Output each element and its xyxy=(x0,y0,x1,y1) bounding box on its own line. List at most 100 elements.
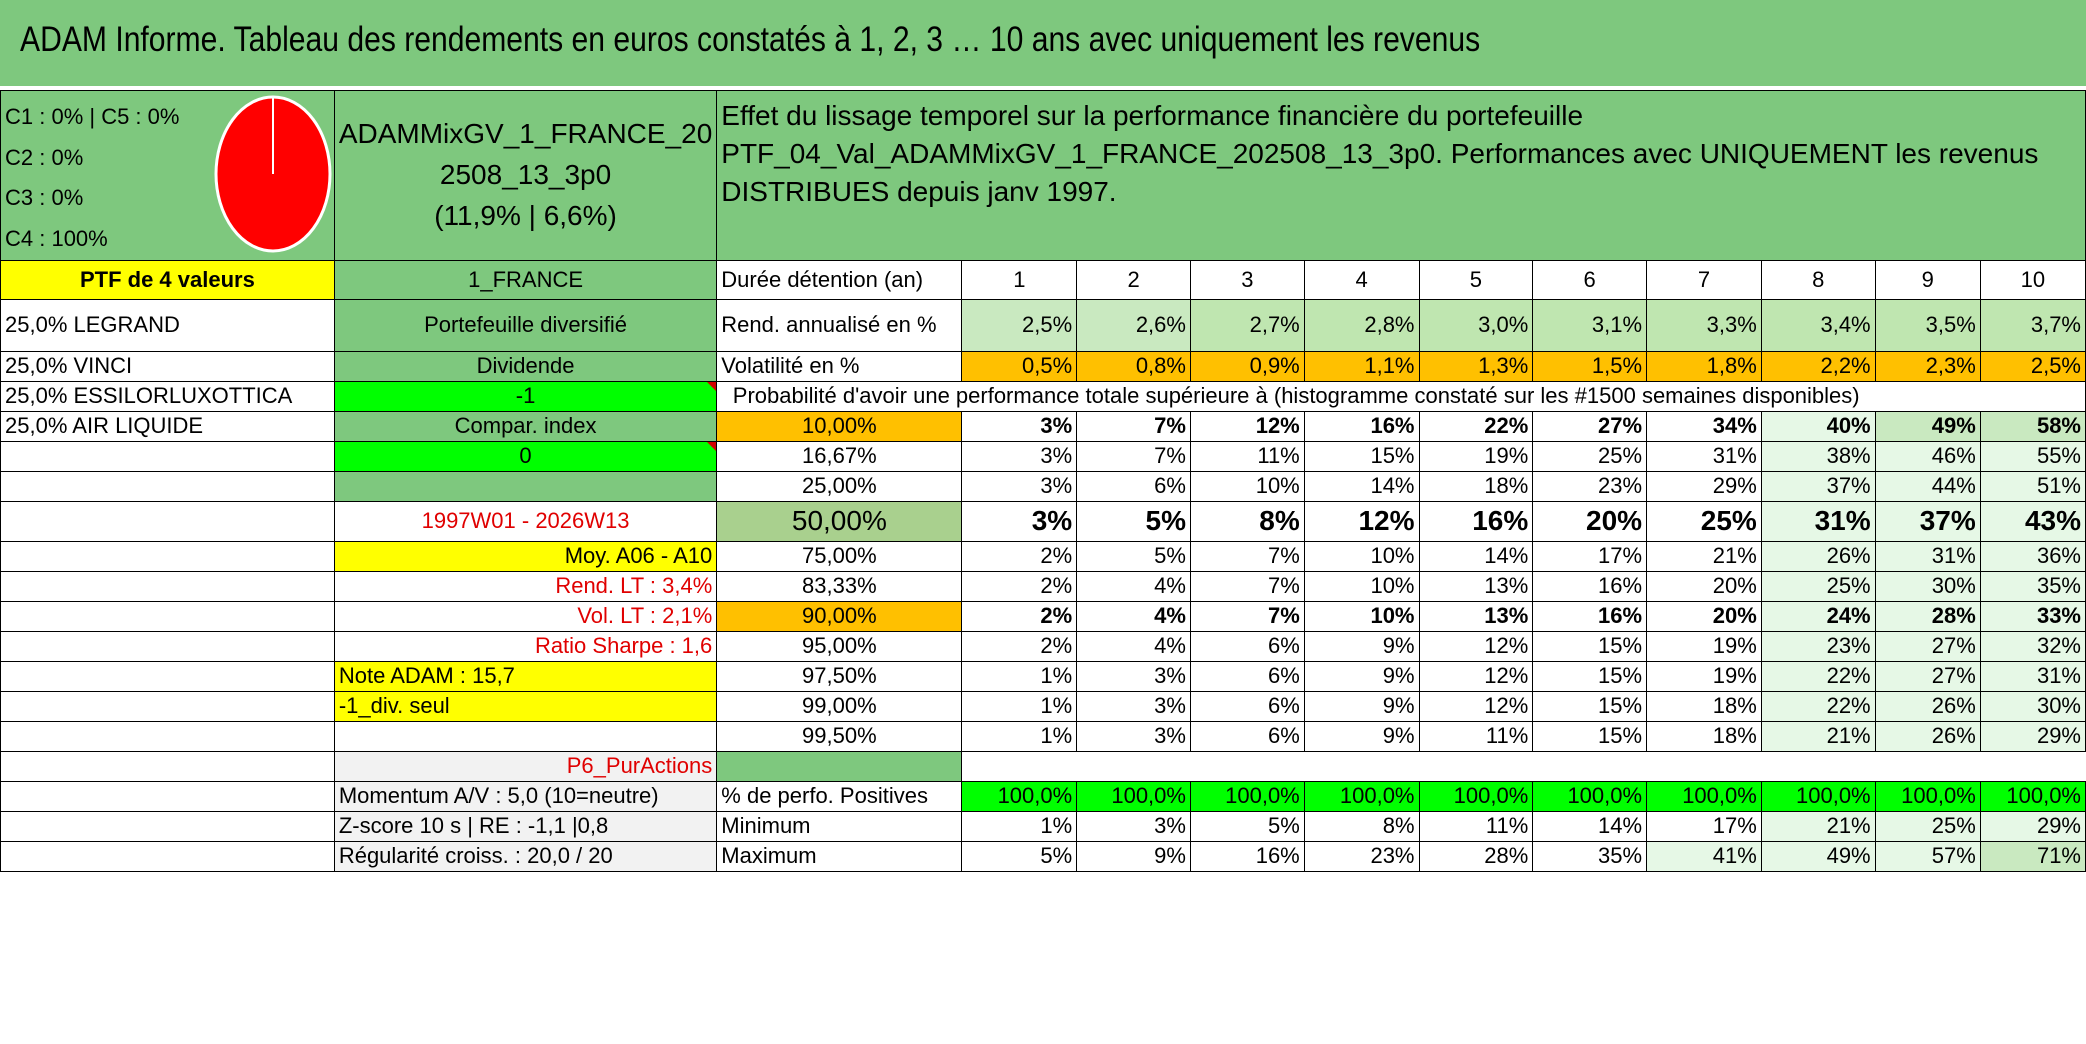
portfolio-stats: (11,9% | 6,6%) xyxy=(434,199,617,231)
momentum-label: Momentum A/V : 5,0 (10=neutre) xyxy=(333,780,718,812)
proba-value: 24% xyxy=(1760,600,1876,632)
proba-value: 18% xyxy=(1418,470,1534,502)
empty-cell xyxy=(0,570,335,602)
proba-value: 34% xyxy=(1646,410,1762,442)
empty-cell xyxy=(0,750,335,782)
proba-value: 20% xyxy=(1646,570,1762,602)
portfolio-type: Portefeuille diversifié xyxy=(333,298,718,352)
portfolio-name: ADAMMixGV_1_FRANCE_20 2508_13_3p0 (11,9%… xyxy=(333,90,718,261)
proba-value: 43% xyxy=(1979,500,2086,542)
rend-value-3: 2,7% xyxy=(1189,298,1305,352)
proba-threshold-2: 16,67% xyxy=(716,440,963,472)
proba-value: 7% xyxy=(1189,540,1305,572)
vol-lt-label: Vol. LT : 2,1% xyxy=(333,600,718,632)
empty-cell xyxy=(0,470,335,502)
max-value-5: 28% xyxy=(1418,840,1534,872)
proba-value: 6% xyxy=(1189,690,1305,722)
ptf-label: PTF de 4 valeurs xyxy=(0,259,335,300)
rend-value-5: 3,0% xyxy=(1418,298,1534,352)
rend-value-2: 2,6% xyxy=(1076,298,1191,352)
vol-value-1: 0,5% xyxy=(961,350,1078,382)
rend-value-1: 2,5% xyxy=(961,298,1078,352)
proba-value: 55% xyxy=(1979,440,2086,472)
empty-cell xyxy=(0,840,335,872)
proba-value: 16% xyxy=(1532,600,1648,632)
table-row: Rend. LT : 3,4% 83,33% 2% 4% 7% 10% 13% 16% 20% 2… xyxy=(0,570,2086,602)
vol-label: Volatilité en % xyxy=(716,350,963,382)
min-value-9: 25% xyxy=(1874,810,1981,842)
proba-value: 44% xyxy=(1874,470,1981,502)
rend-value-9: 3,5% xyxy=(1874,298,1981,352)
proba-value: 23% xyxy=(1532,470,1648,502)
proba-value: 16% xyxy=(1418,500,1534,542)
proba-value: 21% xyxy=(1646,540,1762,572)
pos-value-8: 100,0% xyxy=(1760,780,1876,812)
empty-cell xyxy=(0,810,335,842)
proba-value: 36% xyxy=(1979,540,2086,572)
dividende-value[interactable]: -1 xyxy=(333,380,718,412)
table-row: 25,0% LEGRAND Portefeuille diversifié Rend… xyxy=(0,298,2086,352)
rend-value-10: 3,7% xyxy=(1979,298,2086,352)
proba-value: 18% xyxy=(1646,720,1762,752)
holding-3: 25,0% ESSILORLUXOTTICA xyxy=(0,380,335,412)
proba-value: 28% xyxy=(1874,600,1981,632)
empty-cell xyxy=(0,780,335,812)
allocation-pie-chart xyxy=(214,95,332,253)
proba-value: 6% xyxy=(1189,630,1305,662)
pos-label: % de perfo. Positives xyxy=(716,780,963,812)
proba-value: 1% xyxy=(961,690,1078,722)
year-header-1: 1 xyxy=(961,259,1078,300)
proba-value: 2% xyxy=(961,630,1078,662)
proba-value: 33% xyxy=(1979,600,2086,632)
proba-threshold-4: 50,00% xyxy=(716,500,963,542)
rend-lt-label: Rend. LT : 3,4% xyxy=(333,570,718,602)
proba-value: 21% xyxy=(1760,720,1876,752)
proba-threshold-9: 97,50% xyxy=(716,660,963,692)
proba-value: 31% xyxy=(1760,500,1876,542)
proba-value: 6% xyxy=(1189,720,1305,752)
proba-value: 26% xyxy=(1760,540,1876,572)
table-row: PTF de 4 valeurs 1_FRANCE Durée détention … xyxy=(0,259,2086,300)
proba-value: 5% xyxy=(1076,540,1191,572)
proba-value: 25% xyxy=(1532,440,1648,472)
max-value-8: 49% xyxy=(1760,840,1876,872)
proba-value: 19% xyxy=(1418,440,1534,472)
max-value-3: 16% xyxy=(1189,840,1305,872)
proba-value: 31% xyxy=(1646,440,1762,472)
proba-value: 35% xyxy=(1979,570,2086,602)
proba-value: 2% xyxy=(961,570,1078,602)
proba-value: 30% xyxy=(1874,570,1981,602)
portfolio-description: Effet du lissage temporel sur la perform… xyxy=(716,90,2086,261)
proba-value: 20% xyxy=(1532,500,1648,542)
min-value-3: 5% xyxy=(1189,810,1305,842)
proba-value: 27% xyxy=(1532,410,1648,442)
empty-green-cell xyxy=(716,750,963,782)
empty-cell xyxy=(0,690,335,722)
year-header-9: 9 xyxy=(1874,259,1981,300)
proba-value: 26% xyxy=(1874,720,1981,752)
portfolio-name-line1: ADAMMixGV_1_FRANCE_20 xyxy=(338,118,713,150)
proba-value: 12% xyxy=(1418,690,1534,722)
empty-cell xyxy=(333,720,718,752)
vol-value-8: 2,2% xyxy=(1760,350,1876,382)
table-row: 25,0% VINCI Dividende Volatilité en % 0,5% 0… xyxy=(0,350,2086,382)
proba-value: 10% xyxy=(1303,600,1420,632)
vol-value-2: 0,8% xyxy=(1076,350,1191,382)
proba-threshold-5: 75,00% xyxy=(716,540,963,572)
proba-value: 5% xyxy=(1076,500,1191,542)
max-value-10: 71% xyxy=(1979,840,2086,872)
proba-header-spacer xyxy=(1875,380,2086,412)
holding-4: 25,0% AIR LIQUIDE xyxy=(0,410,335,442)
min-value-5: 11% xyxy=(1418,810,1534,842)
min-value-8: 21% xyxy=(1760,810,1876,842)
rend-value-6: 3,1% xyxy=(1532,298,1648,352)
proba-value: 23% xyxy=(1760,630,1876,662)
holding-1: 25,0% LEGRAND xyxy=(0,298,335,352)
table-row: 25,00% 3% 6% 10% 14% 18% 23% 29% 37% 44% 51% xyxy=(0,470,2086,502)
proba-value: 16% xyxy=(1303,410,1420,442)
compar-value[interactable]: 0 xyxy=(333,440,718,472)
proba-value: 1% xyxy=(961,720,1078,752)
table-row: -1_div. seul 99,00% 1% 3% 6% 9% 12% 15% 18% 22% 26… xyxy=(0,690,2086,722)
empty-cell xyxy=(0,540,335,572)
table-row: 99,50% 1% 3% 6% 9% 11% 15% 18% 21% 26% 29% xyxy=(0,720,2086,752)
